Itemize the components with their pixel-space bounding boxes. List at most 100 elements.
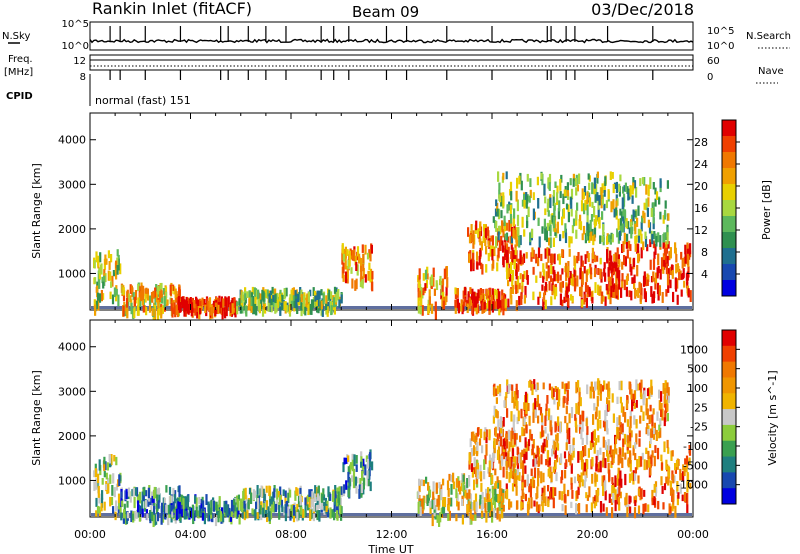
scatter-cell [152, 515, 155, 528]
scatter-cell [621, 423, 624, 433]
scatter-cell [653, 483, 656, 493]
scatter-cell [545, 230, 548, 243]
scatter-cell [433, 506, 436, 513]
scatter-cell [126, 500, 129, 508]
scatter-cell [572, 277, 575, 287]
scatter-cell [344, 271, 348, 284]
scatter-cell [649, 432, 652, 445]
scatter-cell [547, 500, 550, 508]
scatter-cell [418, 290, 422, 298]
scatter-cell [359, 478, 362, 486]
scatter-cell [167, 504, 170, 514]
scatter-cell [565, 282, 568, 291]
scatter-cell [575, 403, 578, 415]
scatter-cell [150, 292, 154, 302]
scatter-cell [666, 232, 669, 245]
scatter-cell [485, 488, 488, 500]
scatter-cell [564, 505, 567, 516]
scatter-cell [316, 306, 319, 313]
scatter-cell [475, 302, 478, 315]
scatter-cell [419, 506, 422, 517]
scatter-cell [621, 261, 624, 270]
scatter-cell [544, 228, 547, 241]
scatter-cell [483, 301, 486, 310]
scatter-cell [621, 244, 624, 253]
scatter-cell [667, 387, 670, 398]
scatter-cell [541, 173, 544, 186]
scatter-cell [342, 462, 345, 473]
scatter-cell [622, 193, 626, 203]
scatter-cell [517, 226, 520, 237]
scatter-cell [487, 240, 490, 247]
scatter-cell [237, 494, 240, 501]
scatter-cell [628, 426, 631, 434]
scatter-cell [640, 288, 643, 300]
scatter-cell [325, 505, 328, 513]
scatter-cell [433, 288, 436, 296]
scatter-cell [98, 506, 101, 514]
scatter-cell [474, 493, 478, 503]
scatter-cell [146, 288, 149, 299]
scatter-cell [556, 221, 559, 234]
scatter-cell [581, 273, 584, 285]
scatter-cell [278, 494, 282, 506]
scatter-cell [534, 458, 537, 467]
scatter-cell [593, 177, 596, 189]
scatter-cell [647, 184, 650, 197]
scatter-cell [491, 249, 494, 261]
scatter-cell [652, 240, 655, 249]
scatter-cell [274, 301, 278, 308]
scatter-cell [614, 442, 617, 453]
scatter-cell [566, 429, 569, 441]
scatter-cell [597, 284, 600, 296]
scatter-cell [170, 512, 173, 523]
scatter-cell [544, 248, 547, 259]
scatter-cell [544, 496, 547, 507]
scatter-cell [300, 294, 303, 303]
scatter-cell [173, 286, 176, 295]
scatter-cell [618, 485, 621, 496]
scatter-cell [426, 266, 429, 273]
scatter-cell [465, 300, 469, 307]
scatter-cell [108, 455, 111, 464]
scatter-cell [500, 495, 504, 504]
scatter-cell [315, 300, 318, 307]
scatter-cell [524, 493, 527, 502]
scatter-cell [513, 472, 516, 485]
scatter-cell [273, 488, 276, 498]
scatter-cell [610, 255, 613, 267]
scatter-cell [529, 486, 532, 498]
scatter-cell [615, 284, 618, 293]
scatter-cell [487, 467, 490, 474]
scatter-cell [556, 433, 559, 441]
scatter-cell [311, 491, 314, 500]
scatter-cell [485, 288, 488, 300]
scatter-cell [264, 289, 267, 298]
scatter-cell [434, 308, 437, 320]
scatter-cell [552, 237, 555, 247]
scatter-cell [556, 271, 560, 281]
scatter-cell [518, 282, 521, 290]
scatter-cell [497, 231, 500, 241]
scatter-cell [493, 444, 496, 454]
colorbar-segment [722, 424, 736, 442]
scatter-cell [664, 200, 667, 209]
scatter-cell [476, 251, 479, 261]
scatter-cell [360, 461, 363, 468]
scatter-cell [497, 494, 500, 503]
scatter-cell [596, 215, 599, 222]
scatter-cell [493, 386, 496, 397]
scatter-cell [536, 486, 539, 499]
scatter-cell [511, 483, 515, 492]
scatter-cell [639, 294, 642, 302]
scatter-cell [597, 435, 600, 443]
scatter-cell [156, 488, 159, 495]
scatter-cell [682, 268, 685, 278]
scatter-cell [473, 304, 476, 312]
scatter-cell [108, 261, 111, 270]
scatter-cell [162, 288, 165, 295]
scatter-cell [512, 228, 515, 239]
scatter-cell [689, 483, 692, 490]
scatter-cell [554, 181, 557, 188]
scatter-cell [418, 495, 421, 504]
